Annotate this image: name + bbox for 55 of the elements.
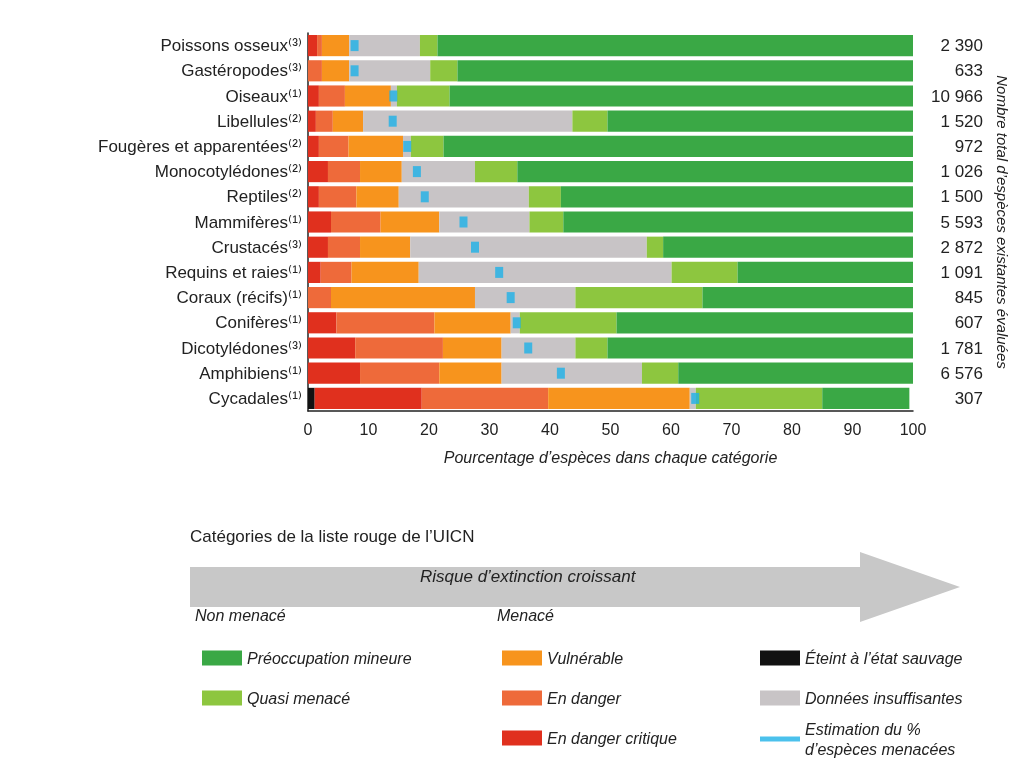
- y2-tick-label: 5 593: [940, 212, 983, 232]
- x-axis-title: Pourcentage d’espèces dans chaque catégorie: [443, 448, 778, 466]
- y-tick-label: Monocotylédones⁽²⁾: [154, 162, 302, 182]
- x-tick-label: 0: [303, 420, 313, 438]
- legend-label: Préoccupation mineure: [247, 649, 412, 667]
- y2-tick-label: 845: [954, 288, 983, 308]
- y-tick-label: Amphibiens⁽¹⁾: [199, 363, 302, 383]
- y2-tick-label: 307: [954, 388, 983, 408]
- y2-axis-title: Nombre total d’espèces existantes évaluées: [994, 75, 1011, 370]
- x-tick-label: 90: [843, 420, 862, 438]
- y-tick-label: Poissons osseux⁽³⁾: [160, 36, 302, 56]
- legend-label: Vulnérable: [547, 649, 624, 667]
- y2-tick-label: 2 872: [940, 237, 983, 257]
- text: Risque d’extinction croissant: [420, 567, 637, 586]
- y2-tick-label: 633: [954, 61, 983, 81]
- x-tick-label: 30: [480, 420, 499, 438]
- x-tick-label: 60: [662, 420, 680, 438]
- y2-tick-label: 6 576: [940, 363, 983, 383]
- legend-label: Éteint à l’état sauvage: [805, 648, 963, 667]
- y-tick-label: Reptiles⁽²⁾: [226, 187, 302, 207]
- y2-tick-label: 1 091: [940, 262, 983, 282]
- y2-tick-label: 1 781: [940, 338, 983, 358]
- legend-title: Catégories de la liste rouge de l’UICN: [190, 527, 475, 546]
- x-tick-label: 40: [541, 420, 559, 438]
- y-tick-label: Fougères et apparentées⁽²⁾: [98, 136, 302, 156]
- y2-tick-label: 607: [954, 313, 983, 333]
- y-tick-label: Coraux (récifs)⁽¹⁾: [176, 288, 302, 308]
- y2-tick-label: 10 966: [931, 86, 983, 106]
- legend-label: Données insuffisantes: [805, 689, 963, 707]
- legend-label: En danger critique: [547, 729, 677, 747]
- x-tick-label: 100: [899, 420, 927, 438]
- text: Menacé: [497, 606, 555, 624]
- text: Non menacé: [195, 606, 286, 624]
- y-tick-label: Mammifères⁽¹⁾: [194, 212, 302, 232]
- y-tick-label: Conifères⁽¹⁾: [215, 313, 302, 333]
- y-tick-label: Cycadales⁽¹⁾: [208, 388, 302, 408]
- x-tick-label: 80: [783, 420, 801, 438]
- x-tick-label: 20: [420, 420, 438, 438]
- y2-tick-label: 1 500: [940, 187, 983, 207]
- y-tick-label: Dicotylédones⁽³⁾: [181, 338, 302, 358]
- x-tick-label: 70: [722, 420, 741, 438]
- legend-label: Estimation du % d’espèces menacées: [805, 720, 956, 758]
- y-tick-label: Requins et raies⁽¹⁾: [165, 262, 302, 282]
- y-tick-label: Crustacés⁽³⁾: [211, 237, 302, 257]
- y2-tick-label: 1 026: [940, 162, 983, 182]
- y2-tick-label: 2 390: [940, 36, 983, 56]
- y2-tick-label: 1 520: [940, 111, 983, 131]
- y-tick-label: Libellules⁽²⁾: [217, 111, 302, 131]
- x-tick-label: 10: [359, 420, 378, 438]
- y2-tick-label: 972: [954, 136, 983, 156]
- legend-label: Quasi menacé: [247, 689, 351, 707]
- legend-label: En danger: [547, 689, 622, 707]
- y-tick-label: Gastéropodes⁽³⁾: [181, 61, 302, 81]
- y-tick-label: Oiseaux⁽¹⁾: [225, 86, 302, 106]
- x-tick-label: 50: [601, 420, 620, 438]
